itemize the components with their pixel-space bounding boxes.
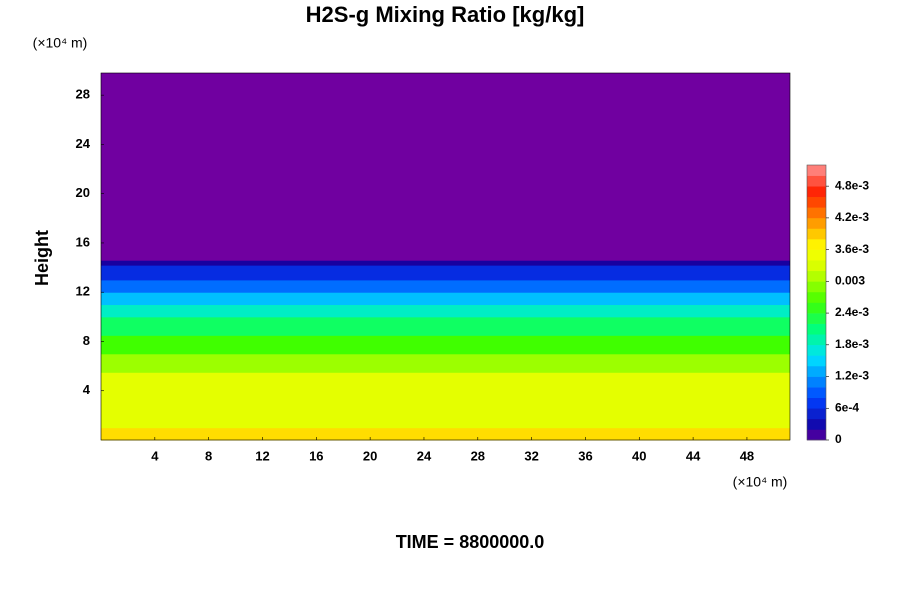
x-tick-label: 12 (255, 448, 269, 463)
plot-frame (100, 72, 791, 441)
colorbar-band (807, 228, 826, 240)
chart-title: H2S-g Mixing Ratio [kg/kg] (306, 2, 585, 27)
colorbar-band (807, 365, 826, 377)
x-tick-label: 32 (524, 448, 538, 463)
colorbar-tick-label: 1.2e-3 (835, 369, 869, 383)
colorbar-band (807, 281, 826, 293)
colorbar-band (807, 175, 826, 187)
heat-band (101, 73, 790, 261)
colorbar-tick-label: 6e-4 (835, 400, 859, 414)
x-tick-label: 20 (363, 448, 377, 463)
colorbar-band (807, 323, 826, 335)
x-tick-label: 24 (417, 448, 432, 463)
heat-band (101, 353, 790, 373)
colorbar-band (807, 429, 826, 441)
heat-band (101, 316, 790, 336)
colorbar-band (807, 270, 826, 282)
colorbar-tick-label: 2.4e-3 (835, 305, 869, 319)
colorbar-band (807, 302, 826, 314)
y-tick-label: 20 (76, 185, 90, 200)
heat-band (101, 335, 790, 355)
heat-band (101, 292, 790, 306)
colorbar-tick-label: 4.8e-3 (835, 178, 869, 192)
x-tick-label: 48 (740, 448, 754, 463)
colorbar-band (807, 291, 826, 303)
x-tick-label: 40 (632, 448, 646, 463)
y-tick-label: 12 (76, 284, 90, 299)
colorbar-tick-label: 4.2e-3 (835, 210, 869, 224)
x-tick-label: 4 (151, 448, 159, 463)
x-tick-label: 44 (686, 448, 701, 463)
colorbar-band (807, 207, 826, 219)
y-tick-label: 24 (76, 136, 91, 151)
colorbar-band (807, 313, 826, 324)
colorbar-band (807, 165, 826, 176)
colorbar-band (807, 376, 826, 388)
y-unit: (×10⁴ m) (33, 35, 88, 51)
colorbar-tick-label: 3.6e-3 (835, 242, 869, 256)
x-tick-label: 8 (205, 448, 212, 463)
heat-band (101, 279, 790, 293)
colorbar-band (807, 408, 826, 420)
colorbar-frame (806, 164, 827, 441)
y-tick-label: 4 (83, 382, 91, 397)
time-label: TIME = 8800000.0 (396, 532, 545, 552)
colorbar-band (807, 387, 826, 398)
y-tick-label: 28 (76, 87, 90, 102)
colorbar-band (807, 355, 826, 367)
colorbar-band (807, 186, 826, 198)
colorbar-tick-label: 0 (835, 432, 842, 446)
y-tick-label: 8 (83, 333, 90, 348)
x-tick-label: 36 (578, 448, 592, 463)
colorbar-band (807, 397, 826, 409)
colorbar-band (807, 334, 826, 346)
colorbar-band (807, 217, 826, 229)
colorbar-band (807, 239, 826, 250)
heat-band (101, 265, 790, 281)
colorbar-band (807, 260, 826, 272)
y-tick-label: 16 (76, 234, 90, 249)
x-tick-label: 16 (309, 448, 323, 463)
heat-band (101, 372, 790, 429)
colorbar-band (807, 344, 826, 356)
heat-band (101, 304, 790, 318)
y-axis-label: Height (32, 230, 52, 286)
colorbar-tick-label: 0.003 (835, 274, 865, 288)
heat-band (101, 260, 790, 266)
colorbar-band (807, 249, 826, 261)
colorbar-tick-label: 1.8e-3 (835, 337, 869, 351)
heat-band (101, 427, 790, 441)
colorbar-band (807, 196, 826, 208)
colorbar-band (807, 418, 826, 430)
x-unit: (×10⁴ m) (733, 474, 788, 490)
x-tick-label: 28 (471, 448, 485, 463)
